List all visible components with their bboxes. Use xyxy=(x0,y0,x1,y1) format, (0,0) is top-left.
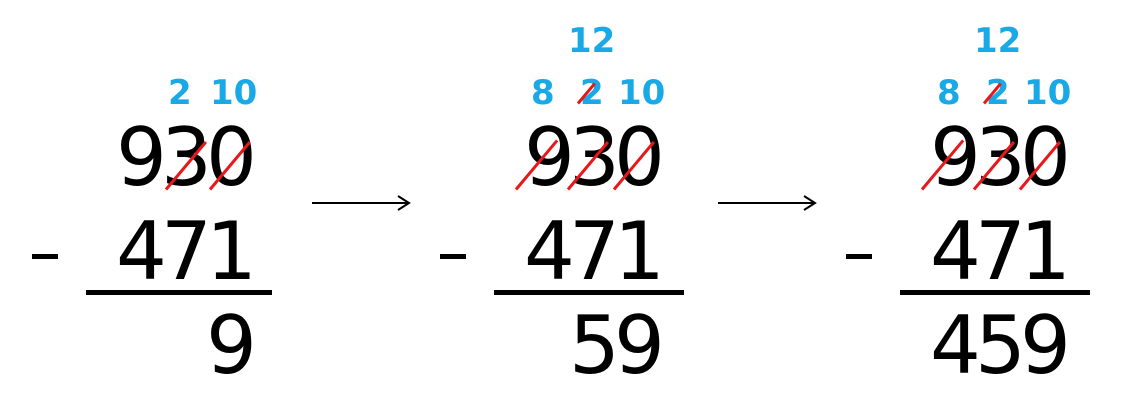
sub-digit-tens: 7 xyxy=(975,205,1026,298)
answer-digit-hundreds: 4 xyxy=(930,299,981,392)
stage-2: 12 8 2 10 9 3 0 4 7 1 5 9 xyxy=(428,0,708,419)
sub-digit-ones: 1 xyxy=(614,205,665,298)
carry-digit: 10 xyxy=(210,73,258,113)
stage-3: 12 8 2 10 9 3 0 4 7 1 4 5 9 xyxy=(834,0,1114,419)
answer-digit-tens: 5 xyxy=(975,299,1026,392)
top-digit-hundreds: 9 xyxy=(930,111,981,204)
top-digit-ones: 0 xyxy=(1020,118,1071,198)
answer-rule xyxy=(86,290,272,295)
sub-digit-tens: 7 xyxy=(161,205,212,298)
top-digit-hundreds: 9 xyxy=(524,111,575,204)
carry-digit: 10 xyxy=(618,73,666,113)
carry-digit: 2 xyxy=(168,73,192,113)
answer-digit-ones: 9 xyxy=(1020,299,1071,392)
carry-digit: 2 xyxy=(986,73,1010,113)
sub-digit-tens: 7 xyxy=(569,205,620,298)
carry-digit: 12 xyxy=(974,21,1022,61)
answer-rule xyxy=(900,290,1090,295)
sub-digit-ones: 1 xyxy=(206,205,257,298)
sub-digit-ones: 1 xyxy=(1020,205,1071,298)
sub-digit-hundreds: 4 xyxy=(524,205,575,298)
right-arrow-icon xyxy=(718,195,817,211)
carry-digit: 8 xyxy=(531,73,555,113)
answer-digit-ones: 9 xyxy=(206,299,257,392)
stage-1: 2 10 9 3 0 4 7 1 9 xyxy=(20,0,300,419)
answer-digit-tens: 5 xyxy=(569,299,620,392)
sub-digit-hundreds: 4 xyxy=(930,205,981,298)
carry-digit: 8 xyxy=(937,73,961,113)
sub-digit-hundreds: 4 xyxy=(116,205,167,298)
answer-digit-ones: 9 xyxy=(614,299,665,392)
carry-digit: 10 xyxy=(1024,73,1072,113)
top-digit-hundreds: 9 xyxy=(116,111,167,204)
minus-sign xyxy=(440,254,466,259)
answer-rule xyxy=(494,290,684,295)
right-arrow-icon xyxy=(312,195,411,211)
carry-digit: 2 xyxy=(580,73,604,113)
top-digit-ones: 0 xyxy=(614,118,665,198)
minus-sign xyxy=(846,254,872,259)
minus-sign xyxy=(32,254,58,259)
carry-digit: 12 xyxy=(568,21,616,61)
